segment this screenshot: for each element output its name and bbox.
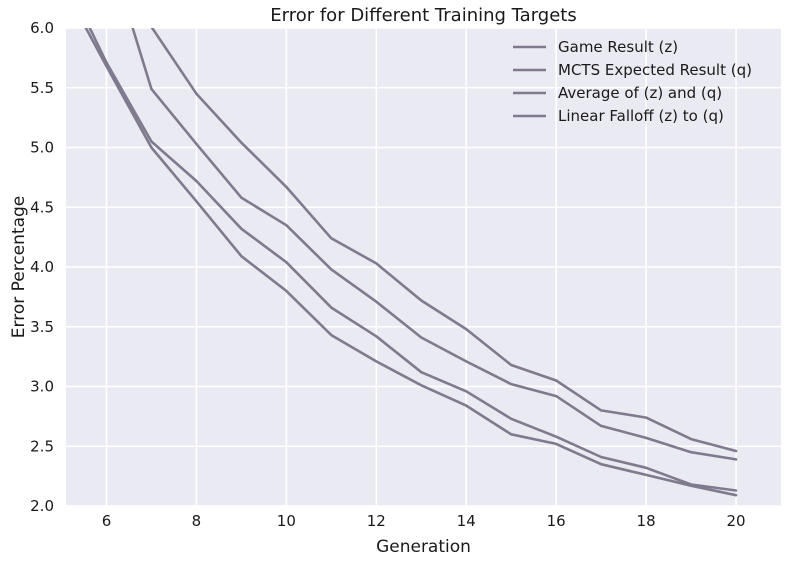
legend: Game Result (z) MCTS Expected Result (q) A… (513, 38, 752, 125)
x-tick-label: 6 (102, 512, 112, 530)
y-tick-label: 2.5 (30, 437, 54, 455)
y-axis-label: Error Percentage (9, 196, 29, 338)
y-tick-label: 4.5 (30, 198, 54, 216)
x-axis-ticks: 6 8 10 12 14 16 18 20 (102, 512, 746, 530)
y-tick-label: 6.0 (30, 19, 54, 37)
legend-label: Linear Falloff (z) to (q) (558, 107, 724, 125)
legend-label: Game Result (z) (558, 38, 678, 56)
x-axis-label: Generation (376, 537, 471, 557)
legend-label: MCTS Expected Result (q) (558, 61, 752, 79)
legend-label: Average of (z) and (q) (558, 84, 722, 102)
x-tick-label: 12 (367, 512, 386, 530)
y-axis-ticks: 2.0 2.5 3.0 3.5 4.0 4.5 5.0 5.5 6.0 (30, 19, 54, 515)
y-tick-label: 4.0 (30, 258, 54, 276)
series-line-4 (84, 28, 738, 497)
series-line-1 (131, 28, 738, 461)
series-line-2 (150, 28, 738, 453)
series-lines (84, 28, 738, 497)
x-tick-label: 20 (726, 512, 745, 530)
series-line-3 (88, 28, 738, 492)
x-tick-label: 16 (547, 512, 566, 530)
x-tick-label: 8 (192, 512, 202, 530)
y-tick-label: 3.0 (30, 378, 54, 396)
x-tick-label: 10 (277, 512, 296, 530)
y-tick-label: 5.0 (30, 139, 54, 157)
x-tick-label: 14 (457, 512, 476, 530)
y-tick-label: 5.5 (30, 79, 54, 97)
chart-title: Error for Different Training Targets (270, 5, 576, 26)
y-tick-label: 2.0 (30, 497, 54, 515)
x-tick-label: 18 (637, 512, 656, 530)
y-tick-label: 3.5 (30, 318, 54, 336)
